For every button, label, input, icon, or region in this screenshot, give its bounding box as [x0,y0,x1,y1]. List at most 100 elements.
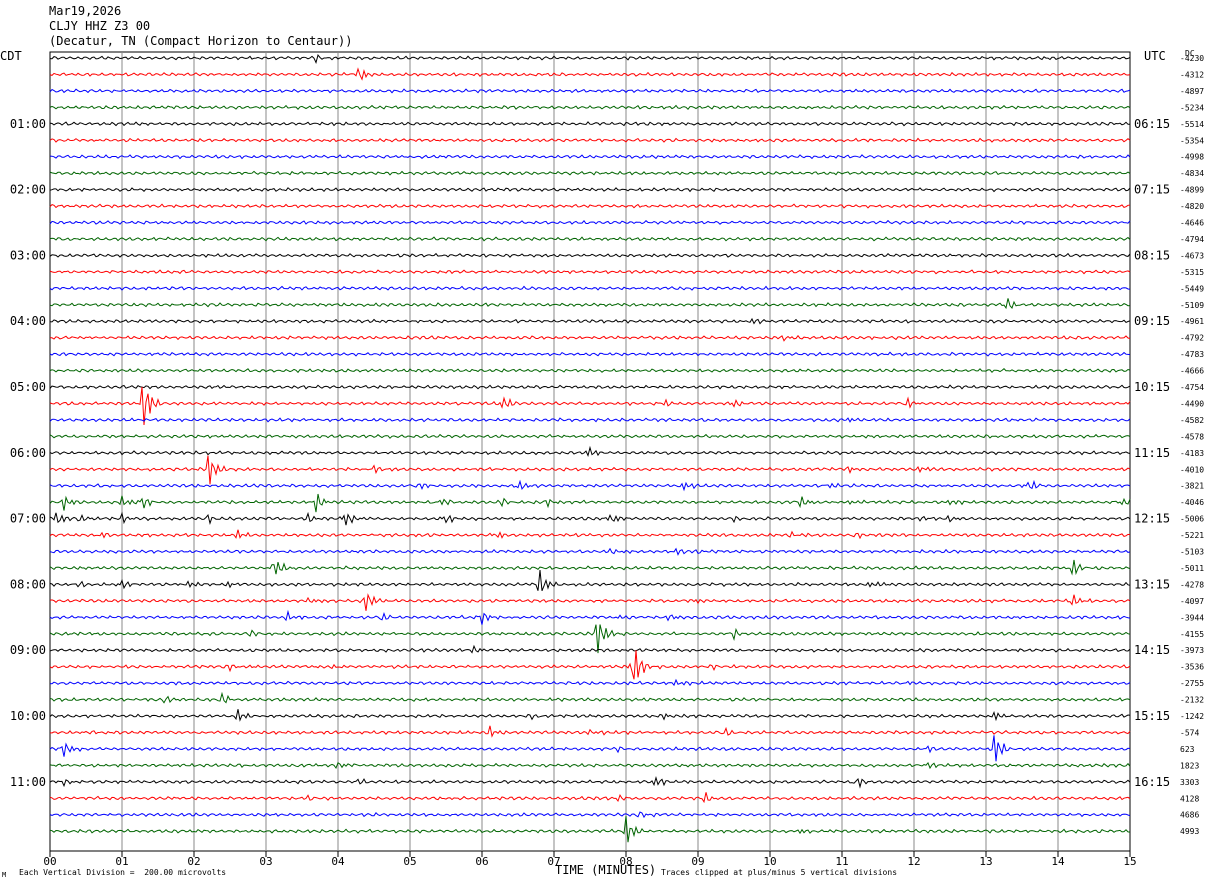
x-tick-label-10: 10 [763,855,776,868]
plot-frame [49,51,1131,852]
trace-15 [49,298,1131,310]
left-time-label-0400: 04:00 [10,314,46,328]
trace-11 [49,236,1131,242]
dc-offset-9: -4820 [1180,202,1204,211]
trace-4 [49,121,1131,127]
dc-offset-7: -4834 [1180,169,1204,178]
dc-offset-5: -5354 [1180,136,1204,145]
trace-39 [49,691,1131,704]
dc-offset-14: -5449 [1180,284,1204,293]
right-time-label-1615: 16:15 [1134,775,1170,789]
dc-offset-44: 3303 [1180,778,1199,787]
trace-16 [49,317,1131,325]
dc-offset-12: -4673 [1180,251,1204,260]
dc-offset-6: -4998 [1180,153,1204,162]
trace-43 [49,761,1131,770]
right-time-label-0715: 07:15 [1134,183,1170,197]
dc-offset-3: -5234 [1180,103,1204,112]
trace-14 [49,285,1131,291]
x-tick-label-12: 12 [907,855,920,868]
dc-offset-38: -2755 [1180,679,1204,688]
dc-offset-13: -5315 [1180,268,1204,277]
trace-38 [49,678,1131,687]
left-time-label-1100: 11:00 [10,775,46,789]
right-time-label-1115: 11:15 [1134,446,1170,460]
dc-offset-1: -4312 [1180,70,1204,79]
x-tick-label-09: 09 [691,855,704,868]
x-tick-label-13: 13 [979,855,992,868]
dc-offset-8: -4899 [1180,186,1204,195]
x-tick-label-04: 04 [331,855,345,868]
division-note: Each Vertical Division = 200.00 microvol… [19,868,227,877]
trace-46 [49,811,1131,819]
trace-1 [49,67,1131,81]
dc-offset-24: -4183 [1180,449,1204,458]
trace-32 [49,570,1131,591]
trace-25 [49,455,1131,485]
trace-9 [49,203,1131,209]
trace-8 [49,187,1131,193]
dc-offset-25: -4010 [1180,465,1204,474]
x-tick-label-08: 08 [619,855,632,868]
right-time-label-0915: 09:15 [1134,314,1170,328]
x-tick-label-14: 14 [1051,855,1065,868]
trace-13 [49,269,1131,275]
left-time-label-0500: 05:00 [10,380,46,394]
trace-35 [49,624,1131,654]
dc-offset-17: -4792 [1180,334,1204,343]
dc-offset-19: -4666 [1180,367,1204,376]
trace-6 [49,154,1131,160]
trace-29 [49,529,1131,540]
dc-offset-23: -4578 [1180,432,1204,441]
left-time-label-1000: 10:00 [10,709,46,723]
dc-offset-4: -5514 [1180,120,1204,129]
left-timezone-label: CDT [0,49,22,63]
dc-offset-15: -5109 [1180,301,1204,310]
x-tick-label-03: 03 [259,855,272,868]
left-time-label-0100: 01:00 [10,117,46,131]
left-time-label-0700: 07:00 [10,512,46,526]
dc-offset-39: -2132 [1180,696,1204,705]
trace-45 [49,792,1131,804]
left-time-label-0200: 02:00 [10,183,46,197]
dc-offset-35: -4155 [1180,630,1204,639]
right-time-label-1215: 12:15 [1134,512,1170,526]
trace-27 [49,493,1131,513]
dc-offset-11: -4794 [1180,235,1204,244]
dc-offset-20: -4754 [1180,383,1204,392]
dc-offset-26: -3821 [1180,482,1204,491]
trace-10 [49,219,1131,225]
trace-30 [49,547,1131,556]
trace-28 [49,511,1131,526]
trace-37 [49,650,1131,680]
date-label: Mar19,2026 [49,4,122,18]
x-tick-label-02: 02 [187,855,200,868]
dc-offset-43: 1823 [1180,761,1199,770]
right-time-label-1015: 10:15 [1134,380,1170,394]
dc-offset-46: 4686 [1180,811,1199,820]
dc-offset-29: -5221 [1180,531,1204,540]
right-time-label-0815: 08:15 [1134,248,1170,262]
x-tick-label-05: 05 [403,855,416,868]
trace-21 [49,386,1131,426]
dc-offset-37: -3536 [1180,663,1204,672]
right-time-label-1315: 13:15 [1134,577,1170,591]
trace-22 [49,417,1131,423]
trace-31 [49,559,1131,576]
trace-20 [49,384,1131,390]
trace-12 [49,252,1131,258]
dc-offset-31: -5011 [1180,564,1204,573]
dc-column-header: DC [1185,49,1195,58]
left-time-label-0600: 06:00 [10,446,46,460]
dc-offset-33: -4097 [1180,597,1204,606]
dc-offset-0: -4230 [1180,54,1204,63]
dc-offset-40: -1242 [1180,712,1204,721]
location-label: (Decatur, TN (Compact Horizon to Centaur… [49,34,353,48]
dc-offset-41: -574 [1180,728,1199,737]
dc-offset-18: -4783 [1180,350,1204,359]
clip-note: Traces clipped at plus/minus 5 vertical … [661,868,898,877]
trace-3 [49,104,1131,110]
trace-41 [49,725,1131,738]
left-time-label-0900: 09:00 [10,643,46,657]
